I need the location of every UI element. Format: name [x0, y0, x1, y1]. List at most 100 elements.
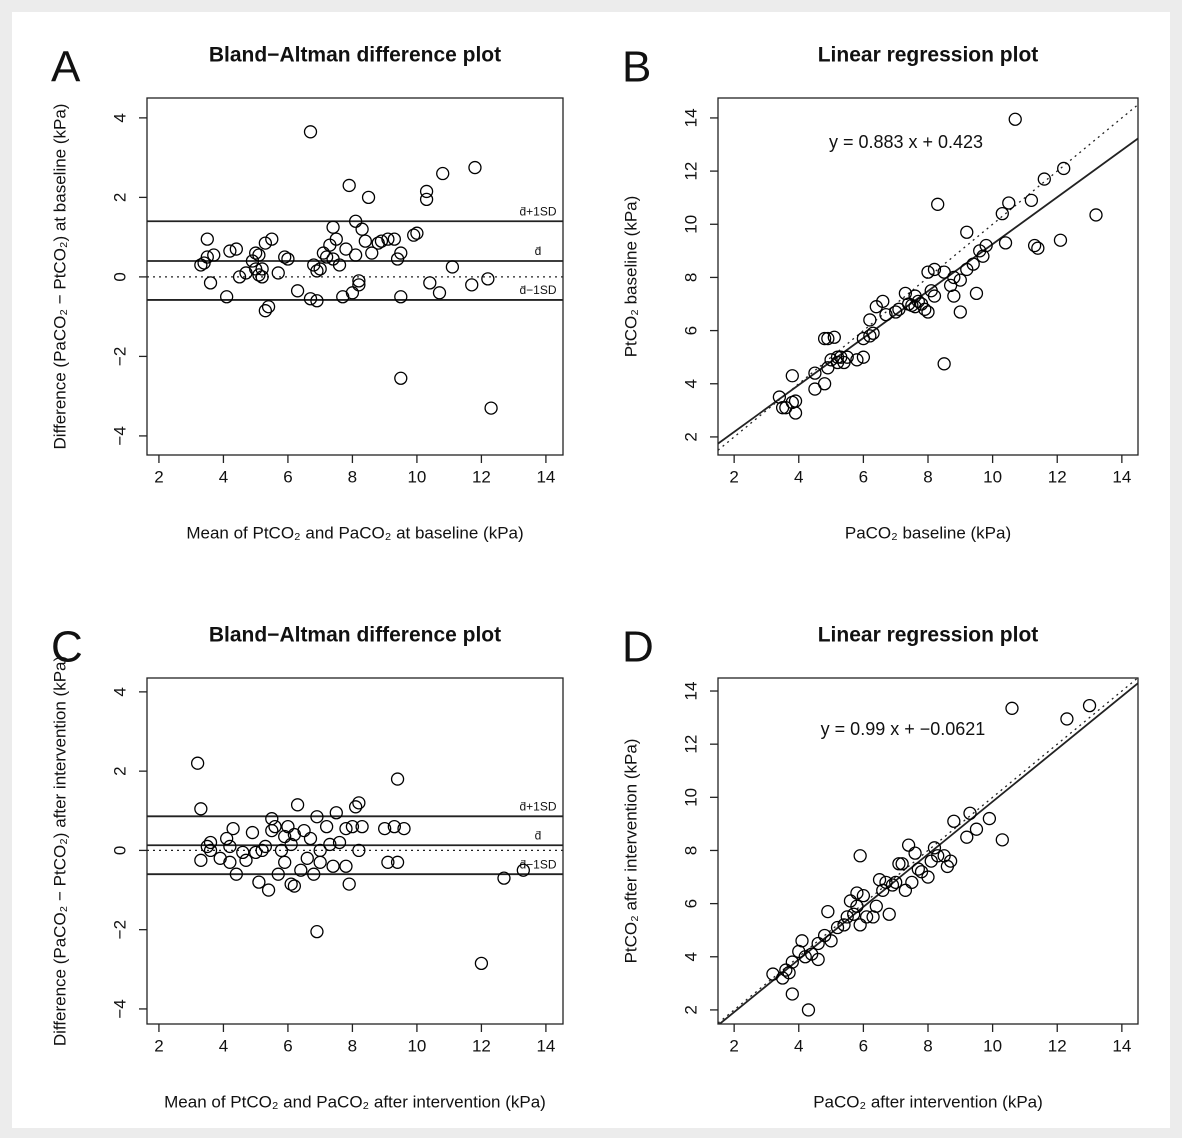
data-point	[339, 242, 353, 256]
y-tick-label: 4	[110, 113, 129, 122]
data-point	[901, 838, 916, 852]
data-point	[194, 853, 208, 867]
reference-label: d̄	[535, 244, 542, 258]
panel-background	[12, 12, 1170, 1128]
data-point	[943, 854, 958, 868]
data-point	[953, 305, 967, 319]
plot-area	[718, 104, 1138, 451]
data-point	[200, 232, 214, 246]
x-tick-label: 6	[283, 467, 292, 486]
data-point	[249, 845, 263, 860]
data-point	[200, 839, 214, 854]
data-point	[850, 899, 864, 913]
data-point	[261, 883, 276, 897]
data-point	[339, 859, 353, 873]
data-point	[326, 220, 340, 234]
x-tick-label: 6	[859, 467, 868, 486]
data-point	[824, 934, 838, 948]
x-tick-label: 2	[729, 1036, 738, 1055]
data-point	[892, 857, 906, 871]
data-point	[1005, 701, 1019, 715]
data-point	[998, 236, 1013, 250]
data-point	[1024, 193, 1039, 207]
y-tick-label: 2	[110, 766, 129, 775]
data-point	[931, 197, 945, 211]
x-axis-label: PaCO₂ after intervention (kPa)	[813, 1092, 1043, 1111]
data-point	[876, 294, 890, 309]
data-point	[258, 236, 273, 250]
data-point	[407, 228, 421, 242]
data-point	[200, 250, 214, 264]
data-point	[484, 401, 498, 415]
regression-equation: y = 0.99 x + −0.0621	[821, 719, 986, 739]
data-point	[931, 849, 945, 863]
x-tick-label: 2	[154, 1036, 163, 1055]
data-point	[332, 258, 347, 272]
y-tick-label: 10	[681, 788, 700, 807]
y-tick-label: −2	[110, 347, 129, 366]
data-point	[821, 904, 835, 919]
y-tick-label: 4	[681, 952, 700, 961]
data-point	[390, 855, 405, 869]
plot-frame	[717, 677, 1139, 1025]
data-point	[249, 246, 263, 260]
x-axis-label: Mean of PtCO₂ and PaCO₂ after interventi…	[164, 1092, 546, 1111]
data-point	[982, 811, 997, 826]
data-point	[348, 248, 363, 262]
data-point	[947, 270, 961, 285]
data-point	[261, 300, 276, 314]
data-point	[827, 330, 841, 344]
chart-title: Bland−Altman difference plot	[209, 624, 501, 647]
x-tick-label: 10	[407, 467, 426, 486]
data-point	[911, 294, 925, 309]
data-point	[889, 875, 903, 890]
data-point	[837, 918, 851, 932]
fit-line	[718, 104, 1138, 451]
data-point	[310, 294, 324, 308]
data-point	[963, 806, 977, 820]
data-point	[856, 350, 871, 364]
x-tick-label: 14	[536, 1036, 555, 1055]
data-point	[779, 963, 793, 977]
y-tick-label: 12	[681, 162, 700, 181]
reference-label: d̄+1SD	[519, 799, 556, 813]
y-tick-label: 6	[681, 326, 700, 335]
data-point	[290, 798, 305, 812]
data-point	[795, 934, 809, 948]
data-point	[390, 772, 405, 786]
data-point	[394, 290, 408, 304]
data-point	[1037, 172, 1051, 186]
data-point	[252, 875, 266, 889]
data-point	[329, 806, 343, 820]
data-point	[307, 867, 321, 881]
data-point	[332, 835, 347, 850]
data-point	[497, 871, 511, 885]
data-point	[265, 232, 279, 246]
y-tick-label: 4	[681, 379, 700, 388]
data-point	[284, 837, 298, 852]
data-point	[481, 272, 495, 286]
data-point	[252, 248, 266, 262]
data-point	[474, 956, 489, 971]
data-point	[345, 286, 360, 300]
data-point	[921, 265, 935, 279]
data-point	[847, 907, 861, 921]
x-tick-label: 10	[983, 1036, 1002, 1055]
y-tick-label: 2	[681, 1005, 700, 1014]
data-point	[995, 206, 1009, 221]
data-point	[788, 394, 803, 408]
data-point	[255, 262, 269, 276]
data-point	[229, 242, 243, 256]
chart-title: Bland−Altman difference plot	[209, 44, 501, 67]
data-point	[432, 286, 447, 300]
data-point	[284, 877, 298, 891]
data-point	[817, 377, 832, 391]
data-point	[785, 369, 799, 383]
y-axis-label: Difference (PaCO₂ − PtCO₂) after interve…	[50, 656, 69, 1046]
data-point	[1002, 196, 1016, 210]
x-tick-label: 4	[219, 467, 228, 486]
data-point	[863, 313, 877, 327]
data-point	[885, 878, 900, 892]
data-point	[960, 225, 974, 239]
